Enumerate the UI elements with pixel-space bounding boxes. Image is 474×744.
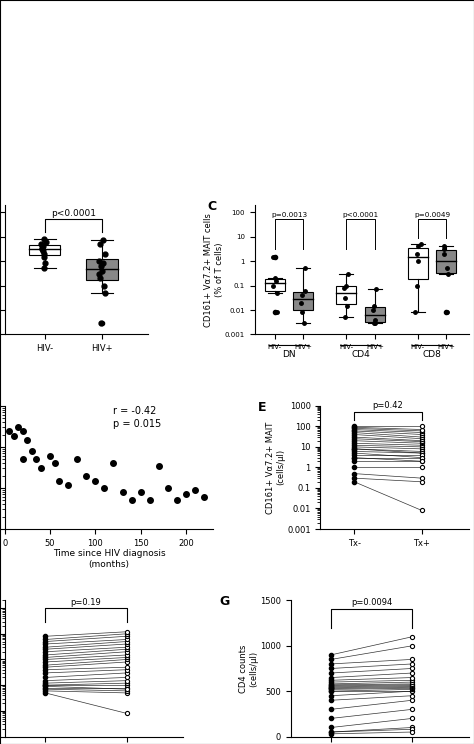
Bar	[408, 248, 428, 280]
Text: CD4: CD4	[351, 350, 370, 359]
Text: p=0.19: p=0.19	[71, 598, 101, 607]
Text: p=0.0094: p=0.0094	[351, 597, 392, 606]
Text: p=0.0049: p=0.0049	[414, 212, 450, 218]
X-axis label: Time since HIV diagnosis
(months): Time since HIV diagnosis (months)	[53, 549, 165, 568]
Text: p=0.42: p=0.42	[373, 401, 403, 411]
Bar	[204, 72, 291, 127]
Text: SSC: SSC	[10, 94, 15, 106]
Text: CD161: CD161	[289, 89, 294, 110]
Bar	[29, 246, 61, 255]
Text: A: A	[7, 5, 17, 18]
Bar	[111, 5, 198, 60]
Text: Vα7.2: Vα7.2	[331, 61, 349, 66]
Bar	[293, 292, 313, 310]
Bar	[337, 286, 356, 304]
Text: CD3: CD3	[241, 129, 254, 133]
Text: CD161: CD161	[289, 22, 294, 42]
Bar	[18, 5, 105, 60]
Bar	[18, 72, 105, 127]
Text: G: G	[219, 595, 229, 608]
Text: DN: DN	[283, 350, 296, 359]
Y-axis label: CD161+ Vα7.2+ MAIT
(cells/μl): CD161+ Vα7.2+ MAIT (cells/μl)	[266, 421, 286, 513]
Bar	[265, 279, 285, 291]
Text: p<0.0001: p<0.0001	[343, 212, 379, 218]
Bar	[297, 72, 383, 127]
Text: CD4: CD4	[382, 93, 387, 106]
Y-axis label: CD4 counts
(cells/μl): CD4 counts (cells/μl)	[239, 644, 258, 693]
Text: Aqua live/dead: Aqua live/dead	[38, 129, 85, 133]
Bar	[204, 5, 291, 60]
Bar	[86, 259, 118, 280]
Text: CD3: CD3	[241, 61, 254, 66]
Text: E: E	[258, 401, 266, 414]
Text: CD8: CD8	[427, 61, 440, 66]
Text: Aqua live/dead: Aqua live/dead	[38, 61, 85, 66]
Bar	[390, 5, 474, 60]
Text: p<0.0001: p<0.0001	[51, 208, 96, 217]
Bar	[437, 251, 456, 272]
Bar	[365, 307, 385, 322]
Text: CD8: CD8	[423, 350, 442, 359]
Text: SSC: SSC	[10, 26, 15, 39]
Text: CD8: CD8	[427, 129, 440, 133]
Text: CD4: CD4	[382, 25, 387, 39]
Text: HIV+: HIV+	[21, 74, 39, 80]
Bar	[111, 72, 198, 127]
Text: FSC: FSC	[149, 61, 160, 66]
Text: r = -0.42: r = -0.42	[113, 406, 156, 417]
Text: p=0.0013: p=0.0013	[271, 212, 307, 218]
Text: p = 0.015: p = 0.015	[113, 419, 161, 429]
Text: HIV-: HIV-	[21, 6, 35, 13]
Text: FSC: FSC	[149, 129, 160, 133]
Y-axis label: CD161+ Vα7.2+ MAIT cells
(% of T cells): CD161+ Vα7.2+ MAIT cells (% of T cells)	[204, 213, 224, 327]
Text: C: C	[208, 199, 217, 213]
Text: Vα7.2: Vα7.2	[331, 129, 349, 133]
Bar	[390, 72, 474, 127]
Bar	[297, 5, 383, 60]
